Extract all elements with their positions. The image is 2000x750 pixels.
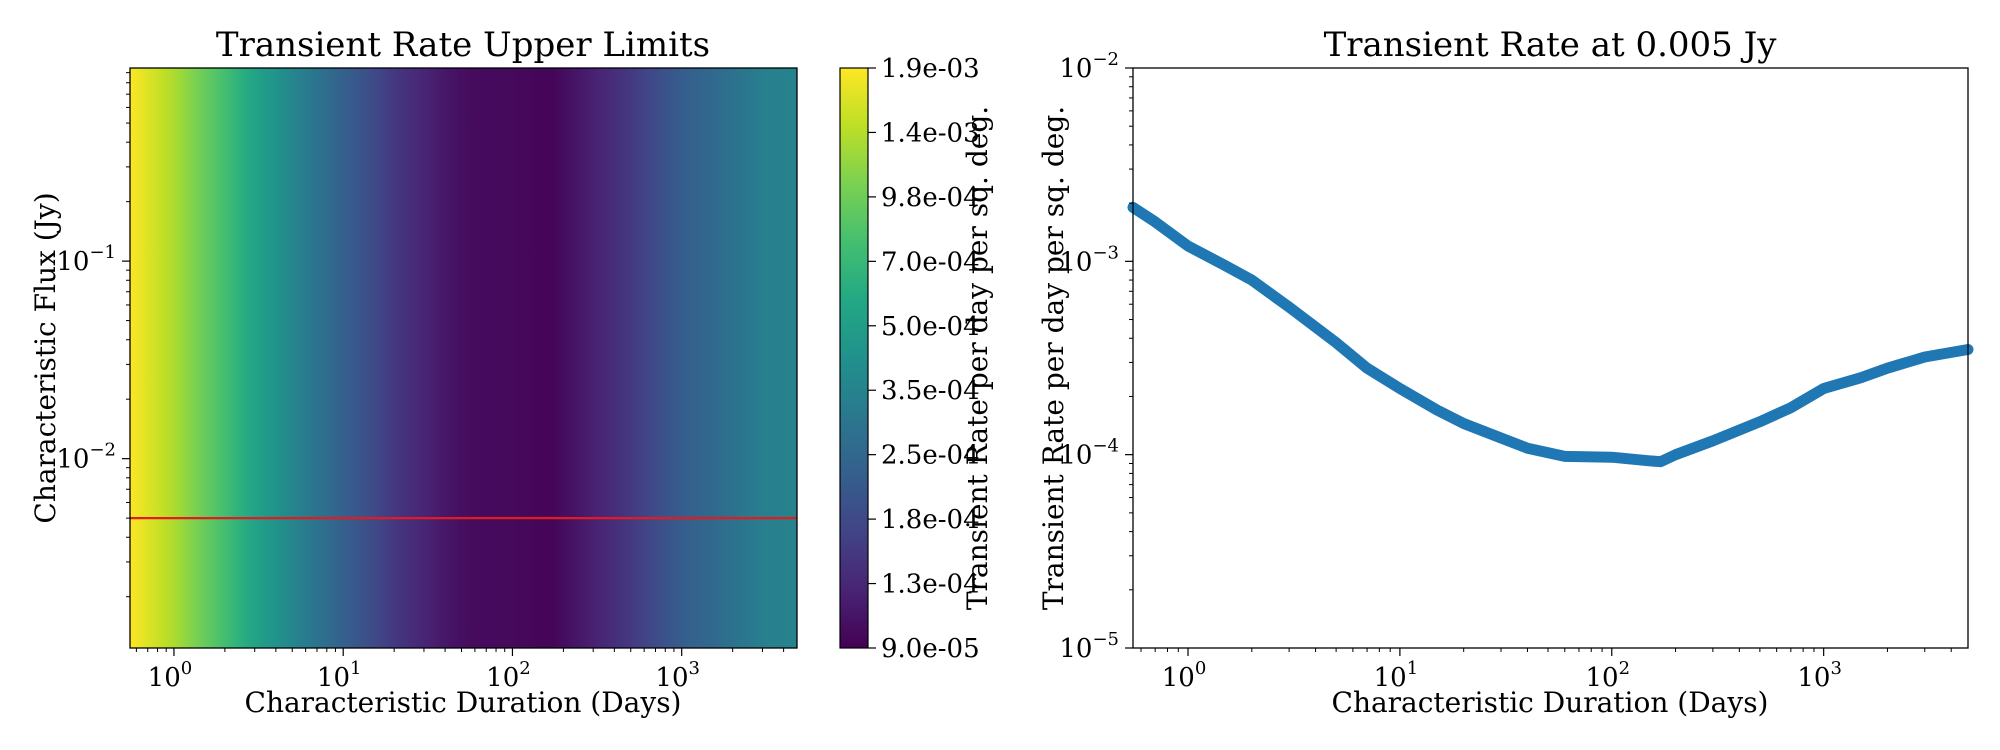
line-x-tick-label: 103 — [1797, 658, 1842, 693]
colorbar-gradient — [839, 67, 869, 649]
line-frame — [1132, 67, 1969, 649]
series-line-0 — [1127, 201, 1974, 468]
line-x-axis-label: Characteristic Duration (Days) — [1332, 686, 1769, 719]
colorbar-tick-label: 1.8e-04 — [881, 505, 980, 535]
colorbar-label: Transient Rate per day per sq. deg. — [961, 106, 994, 610]
colorbar-tick-label: 9.8e-04 — [881, 183, 980, 213]
colorbar-tick-label: 7.0e-04 — [881, 247, 980, 277]
line-y-axis-label: Transient Rate per day per sq. deg. — [1037, 106, 1070, 610]
heatmap-image — [130, 68, 797, 648]
heatmap-frame — [129, 67, 798, 649]
heatmap-title: Transient Rate Upper Limits — [216, 25, 710, 65]
colorbar-tick-label: 2.5e-04 — [881, 441, 980, 471]
line-plot-area — [1133, 68, 1968, 648]
colorbar-tick-label: 1.3e-04 — [881, 570, 980, 600]
colorbar-tick-label: 5.0e-04 — [881, 312, 980, 342]
colorbar-tick-label: 1.4e-03 — [881, 118, 980, 148]
heatmap-y-tick-label: 10−2 — [56, 440, 116, 475]
colorbar-ticks: 9.0e-05 1.3e-04 1.8e-04 2.5e-04 3.5e-04 5.0e-… — [868, 54, 980, 664]
line-panel: Transient Rate at 0.005 Jy 100 101 102 1031… — [1037, 25, 1974, 719]
heatmap-y-tick-label: 10−1 — [56, 242, 116, 277]
heatmap-y-axis-label: Characteristic Flux (Jy) — [29, 192, 62, 523]
colorbar-tick-label: 1.9e-03 — [881, 54, 980, 84]
line-x-tick-label: 100 — [1162, 658, 1207, 693]
colorbar-tick-label: 3.5e-04 — [881, 376, 980, 406]
heatmap-x-axis-label: Characteristic Duration (Days) — [245, 686, 682, 719]
heatmap-panel: Transient Rate Upper Limits 100 101 102 103… — [29, 25, 798, 719]
line-title: Transient Rate at 0.005 Jy — [1324, 25, 1778, 65]
line-y-tick-label: 10−5 — [1059, 629, 1119, 664]
line-x-tick-label: 101 — [1374, 658, 1419, 693]
heatmap-x-tick-label: 100 — [148, 658, 193, 693]
line-y-tick-label: 10−4 — [1059, 436, 1119, 471]
colorbar-tick-label: 9.0e-05 — [881, 634, 980, 664]
line-y-tick-label: 10−2 — [1059, 49, 1119, 84]
colorbar: 9.0e-05 1.3e-04 1.8e-04 2.5e-04 3.5e-04 5.0e-… — [839, 54, 994, 664]
